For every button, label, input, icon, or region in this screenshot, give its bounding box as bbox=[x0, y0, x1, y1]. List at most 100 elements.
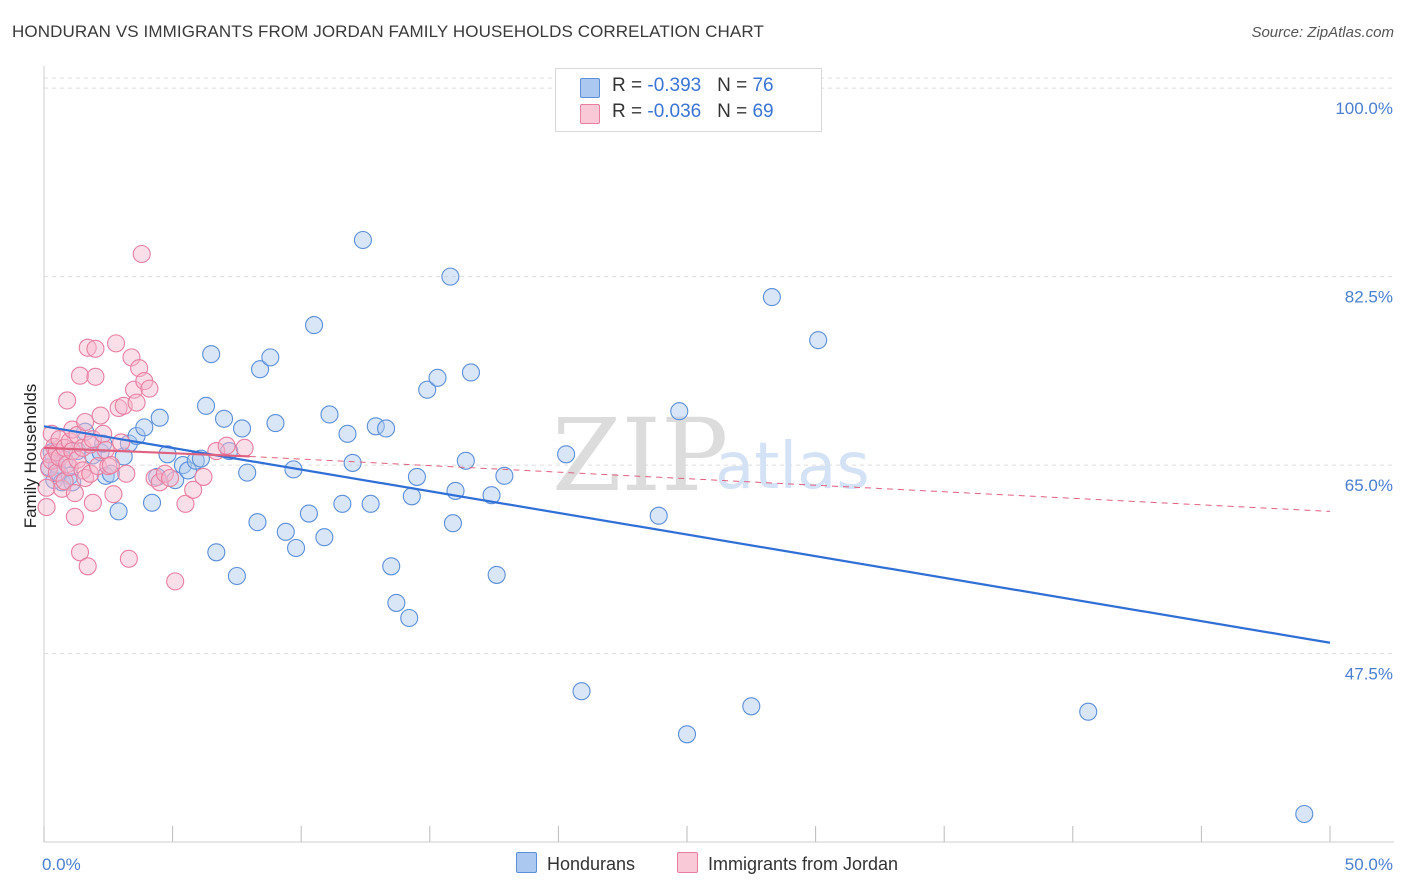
n-label: N = bbox=[717, 75, 753, 96]
gridlines bbox=[44, 77, 1394, 655]
honduran-point bbox=[677, 725, 697, 744]
honduran-point bbox=[150, 408, 169, 427]
honduran-point bbox=[135, 418, 154, 437]
bottom-legend-swatch-blue bbox=[516, 852, 537, 873]
honduran-point bbox=[202, 345, 221, 364]
n-value: 69 bbox=[752, 101, 774, 122]
jordan-point bbox=[235, 438, 254, 457]
data-points bbox=[37, 230, 1314, 824]
legend-text-jordan: R = -0.036 N = 69 bbox=[612, 101, 774, 123]
legend-text-hondurans: R = -0.393 N = 76 bbox=[612, 75, 774, 97]
honduran-trend-line bbox=[43, 425, 1331, 644]
honduran-point bbox=[443, 514, 462, 533]
tick-labels: 100.0% 82.5% 65.0% 47.5% 0.0% 50.0% bbox=[42, 99, 1393, 874]
honduran-point bbox=[315, 528, 334, 547]
honduran-point bbox=[320, 405, 339, 424]
honduran-point bbox=[572, 682, 591, 701]
legend-swatch-pink bbox=[580, 104, 600, 124]
honduran-point bbox=[418, 380, 437, 399]
jordan-trend-extension bbox=[249, 455, 1331, 512]
honduran-point bbox=[1295, 804, 1314, 824]
honduran-point bbox=[441, 267, 460, 286]
jordan-trend-line bbox=[43, 446, 250, 458]
bottom-legend-label: Immigrants from Jordan bbox=[708, 854, 899, 874]
honduran-point bbox=[670, 402, 689, 421]
jordan-point bbox=[68, 450, 87, 469]
jordan-point bbox=[217, 436, 236, 455]
honduran-point bbox=[400, 608, 419, 628]
honduran-point bbox=[343, 453, 362, 472]
legend-swatch-blue bbox=[580, 78, 600, 98]
jordan-point bbox=[78, 338, 97, 357]
source-label: Source: ZipAtlas.com bbox=[1251, 24, 1394, 41]
jordan-point bbox=[76, 412, 95, 432]
honduran-point bbox=[428, 368, 447, 387]
axes bbox=[43, 66, 1394, 843]
jordan-point bbox=[78, 557, 97, 576]
y-tick-label: 82.5% bbox=[1345, 288, 1393, 307]
y-tick-label: 65.0% bbox=[1345, 476, 1393, 495]
honduran-point bbox=[227, 566, 246, 586]
jordan-point bbox=[70, 543, 90, 562]
jordan-point bbox=[94, 424, 113, 443]
jordan-point bbox=[86, 367, 105, 386]
jordan-point bbox=[132, 244, 151, 264]
r-value: -0.393 bbox=[647, 75, 702, 96]
jordan-point bbox=[70, 366, 90, 385]
x-tick-label: 0.0% bbox=[42, 855, 81, 874]
jordan-point bbox=[166, 572, 185, 591]
jordan-point bbox=[58, 391, 77, 410]
honduran-point bbox=[402, 487, 421, 506]
honduran-point bbox=[382, 557, 401, 576]
trend-lines bbox=[43, 425, 1331, 644]
honduran-point bbox=[232, 419, 252, 438]
jordan-point bbox=[140, 379, 159, 398]
honduran-point bbox=[377, 419, 396, 438]
honduran-point bbox=[456, 451, 475, 470]
jordan-point bbox=[101, 456, 120, 475]
honduran-point bbox=[387, 593, 406, 612]
n-value: 76 bbox=[752, 75, 774, 96]
honduran-point bbox=[261, 348, 280, 367]
honduran-point bbox=[196, 396, 216, 415]
honduran-point bbox=[109, 502, 128, 521]
honduran-point bbox=[649, 506, 668, 525]
honduran-point bbox=[207, 543, 226, 562]
honduran-point bbox=[1079, 702, 1098, 721]
honduran-point bbox=[305, 316, 324, 335]
honduran-point bbox=[299, 504, 318, 523]
honduran-point bbox=[495, 466, 514, 485]
jordan-point bbox=[63, 442, 82, 461]
honduran-point bbox=[266, 414, 285, 433]
honduran-point bbox=[361, 494, 380, 513]
jordan-point bbox=[65, 484, 84, 503]
bottom-legend-swatch-pink bbox=[677, 852, 698, 873]
jordan-point bbox=[104, 485, 123, 504]
jordan-point bbox=[127, 393, 146, 412]
y-tick-label: 47.5% bbox=[1345, 665, 1393, 684]
watermark-atlas: atlas bbox=[715, 430, 870, 504]
jordan-point bbox=[106, 334, 126, 353]
jordan-point bbox=[65, 507, 84, 526]
honduran-point bbox=[809, 331, 828, 350]
honduran-point bbox=[238, 463, 257, 482]
jordan-point bbox=[160, 468, 180, 488]
honduran-point bbox=[142, 493, 162, 512]
honduran-point bbox=[248, 513, 267, 532]
jordan-point bbox=[37, 478, 56, 497]
honduran-point bbox=[338, 424, 357, 443]
jordan-point bbox=[81, 464, 100, 483]
jordan-point bbox=[117, 464, 136, 483]
r-value: -0.036 bbox=[647, 101, 702, 122]
bottom-legend-jordan: Immigrants from Jordan bbox=[677, 852, 898, 875]
jordan-point bbox=[184, 480, 203, 499]
jordan-point bbox=[91, 406, 110, 425]
n-label: N = bbox=[717, 101, 753, 122]
jordan-point bbox=[194, 467, 213, 486]
y-axis-title: Family Households bbox=[21, 384, 40, 529]
jordan-point bbox=[88, 457, 108, 476]
honduran-point bbox=[487, 565, 506, 584]
honduran-point bbox=[333, 494, 352, 513]
jordan-point bbox=[112, 433, 131, 452]
